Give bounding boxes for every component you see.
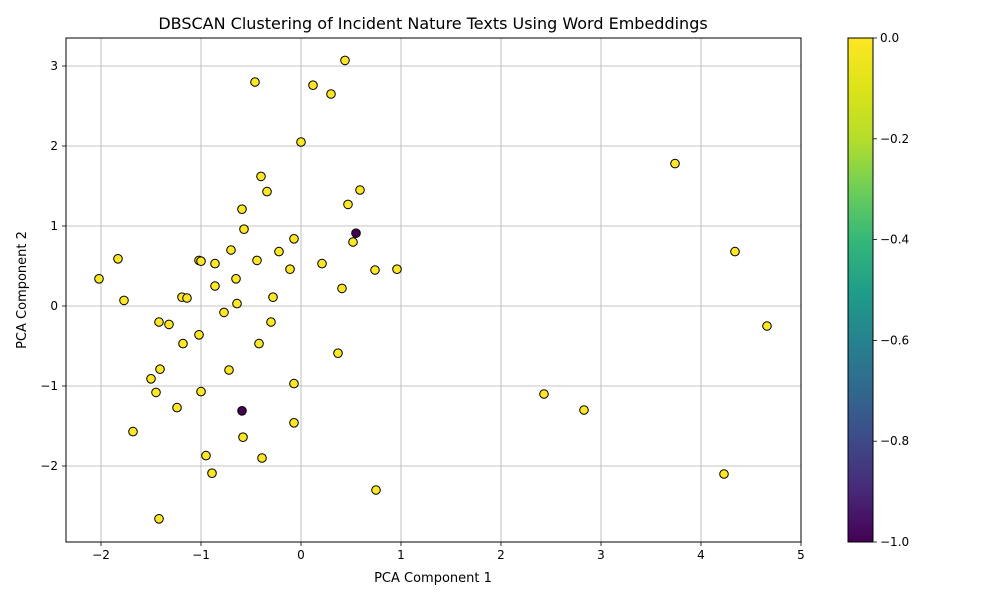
noise-point — [237, 406, 247, 416]
x-tick-label: 3 — [597, 548, 605, 562]
cluster-point — [194, 330, 204, 340]
colorbar-tick-label: −0.6 — [880, 333, 909, 347]
cluster-point — [250, 77, 260, 87]
cluster-point — [289, 234, 299, 244]
cluster-point — [113, 253, 123, 264]
plot-frame — [65, 37, 802, 543]
scatter-points — [94, 55, 772, 524]
cluster-point — [392, 264, 402, 275]
cluster-point — [257, 453, 267, 463]
cluster-point — [308, 80, 318, 90]
cluster-point — [196, 386, 206, 397]
cluster-point — [762, 321, 772, 331]
cluster-point — [128, 426, 138, 437]
cluster-point — [256, 171, 266, 182]
cluster-point — [237, 204, 247, 214]
colorbar-tick-label: 0.0 — [880, 31, 899, 45]
x-axis-ticks: −2 −1 0 1 2 3 4 5 — [92, 542, 805, 562]
x-tick-label: 5 — [797, 548, 805, 562]
cluster-point — [337, 283, 347, 294]
y-tick-label: −1 — [40, 379, 58, 393]
cluster-point — [266, 317, 276, 327]
cluster-point — [539, 389, 549, 399]
cluster-point — [238, 432, 248, 443]
cluster-point — [371, 485, 381, 495]
y-tick-label: 0 — [50, 299, 58, 313]
cluster-point — [239, 224, 249, 234]
cluster-point — [268, 292, 278, 303]
colorbar: 0.0 −0.2 −0.4 −0.6 −0.8 −1.0 — [847, 31, 909, 549]
plot-area: −2 −1 0 1 2 3 4 5 −2 −1 0 1 2 3 — [40, 37, 805, 562]
cluster-point — [196, 256, 206, 267]
x-tick-label: −2 — [92, 548, 110, 562]
y-tick-label: 3 — [50, 59, 58, 73]
cluster-point — [172, 402, 182, 413]
cluster-point — [274, 246, 284, 257]
cluster-point — [348, 237, 358, 247]
cluster-point — [119, 295, 129, 306]
y-axis-label: PCA Component 2 — [15, 231, 30, 349]
cluster-point — [262, 186, 272, 197]
x-tick-label: 0 — [297, 548, 305, 562]
cluster-point — [146, 374, 156, 384]
cluster-point — [224, 365, 234, 375]
cluster-point — [340, 55, 350, 66]
cluster-point — [355, 185, 365, 195]
y-tick-label: 1 — [50, 219, 58, 233]
y-axis-ticks: −2 −1 0 1 2 3 — [40, 59, 66, 473]
cluster-point — [670, 158, 680, 169]
cluster-point — [94, 274, 104, 284]
colorbar-tick-label: −0.2 — [880, 132, 909, 146]
cluster-point — [207, 468, 217, 479]
colorbar-ticks: 0.0 −0.2 −0.4 −0.6 −0.8 −1.0 — [873, 31, 909, 549]
cluster-point — [154, 514, 164, 524]
colorbar-gradient — [848, 38, 873, 542]
cluster-point — [252, 255, 262, 266]
x-tick-label: 2 — [497, 548, 505, 562]
cluster-point — [182, 293, 192, 303]
cluster-point — [178, 338, 188, 349]
cluster-point — [370, 265, 380, 275]
cluster-point — [333, 348, 343, 359]
cluster-point — [151, 387, 161, 398]
x-tick-label: −1 — [192, 548, 210, 562]
colorbar-tick-label: −0.8 — [880, 434, 909, 448]
chart-title: DBSCAN Clustering of Incident Nature Tex… — [158, 14, 707, 33]
colorbar-tick-label: −1.0 — [880, 535, 909, 549]
cluster-point — [154, 317, 164, 327]
cluster-point — [289, 418, 299, 428]
cluster-point — [254, 338, 264, 349]
cluster-point — [201, 450, 211, 461]
colorbar-frame — [847, 37, 874, 543]
cluster-point — [719, 469, 729, 479]
x-tick-label: 1 — [397, 548, 405, 562]
cluster-point — [231, 274, 241, 284]
cluster-point — [164, 319, 174, 330]
x-axis-label: PCA Component 1 — [374, 571, 492, 586]
cluster-point — [579, 405, 589, 415]
cluster-point — [232, 298, 242, 309]
cluster-point — [326, 89, 336, 99]
cluster-point — [210, 281, 220, 291]
cluster-point — [317, 258, 327, 269]
cluster-point — [155, 364, 165, 375]
cluster-point — [226, 245, 236, 255]
cluster-point — [296, 137, 306, 147]
noise-point — [351, 228, 361, 238]
cluster-point — [219, 307, 229, 318]
y-tick-label: −2 — [40, 459, 58, 473]
cluster-point — [289, 378, 299, 389]
cluster-point — [285, 264, 295, 275]
colorbar-tick-label: −0.4 — [880, 233, 909, 247]
cluster-point — [730, 246, 740, 257]
cluster-point — [210, 258, 220, 269]
x-tick-label: 4 — [697, 548, 705, 562]
cluster-point — [343, 199, 353, 210]
y-tick-label: 2 — [50, 139, 58, 153]
